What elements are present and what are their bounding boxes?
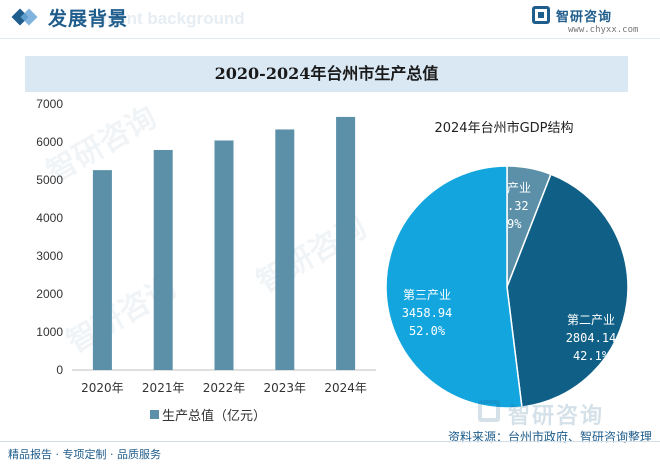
bar [214,140,234,370]
bar [92,170,112,370]
x-tick-label: 2024年 [324,381,367,395]
logo-url: www.chyxx.com [568,25,639,35]
footer-tagline: 精品报告 · 专项定制 · 品质服务 [8,448,161,461]
brand-logo: 智研咨询 www.chyxx.com [532,5,652,37]
y-tick-label: 2000 [36,287,63,301]
y-tick-label: 1000 [36,325,63,339]
header-subtitle-en: ment background [102,9,245,28]
bar [153,149,173,370]
pie-slice-value: 3458.94 [402,306,453,320]
pie-slice-value: 2804.14 [566,331,617,345]
y-tick-label: 0 [56,363,63,377]
page-header: ment background 发展背景 智研咨询 www.chyxx.com [0,0,660,40]
header-title: 发展背景 [48,8,129,30]
pie-slice [385,165,523,409]
pie-chart: 2024年台州市GDP结构 第一产业393.325.9%第二产业2804.144… [385,120,629,409]
watermark-logo-icon [478,400,500,422]
pie-slice-percent: 52.0% [409,324,446,338]
bar-chart: 0 1000 2000 3000 4000 5000 6000 7000 2020年 2021年 2… [36,97,376,395]
y-tick-label: 4000 [36,211,63,225]
header-divider [0,38,660,39]
bar [275,129,295,370]
logo-name: 智研咨询 [556,10,613,25]
y-tick-label: 6000 [36,135,63,149]
pie-slice-name: 第二产业 [567,313,615,327]
legend-swatch [150,410,159,419]
bar [336,116,356,370]
source-note: 资料来源：台州市政府、智研咨询整理 [447,430,652,444]
chart-title-bar: 2020-2024年台州市生产总值 [25,56,628,92]
pie-slice-name: 第三产业 [403,288,451,302]
pie-slice [506,173,629,408]
logo-icon [532,6,550,24]
y-tick-label: 7000 [36,97,63,111]
x-tick-label: 2021年 [142,381,185,395]
x-tick-label: 2022年 [203,381,246,395]
x-tick-label: 2020年 [81,381,124,395]
y-tick-label: 3000 [36,249,63,263]
chart-title: 2020-2024年台州市生产总值 [214,64,439,83]
footer-divider [0,441,660,442]
bottom-watermark-logo: 智研咨询 [478,398,628,429]
diamond-icon [11,8,38,26]
bar-legend: 生产总值（亿元） [150,405,267,424]
x-tick-label: 2023年 [264,381,307,395]
legend-label: 生产总值（亿元） [162,409,267,424]
y-tick-label: 5000 [36,173,63,187]
pie-slice-percent: 42.1% [573,349,610,363]
pie-title: 2024年台州市GDP结构 [434,120,573,136]
watermark-logo-name: 智研咨询 [508,404,605,429]
